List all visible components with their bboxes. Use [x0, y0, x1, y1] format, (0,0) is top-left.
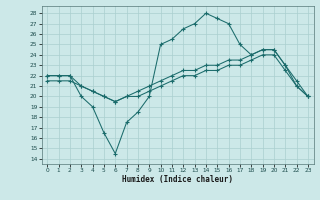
X-axis label: Humidex (Indice chaleur): Humidex (Indice chaleur) — [122, 175, 233, 184]
